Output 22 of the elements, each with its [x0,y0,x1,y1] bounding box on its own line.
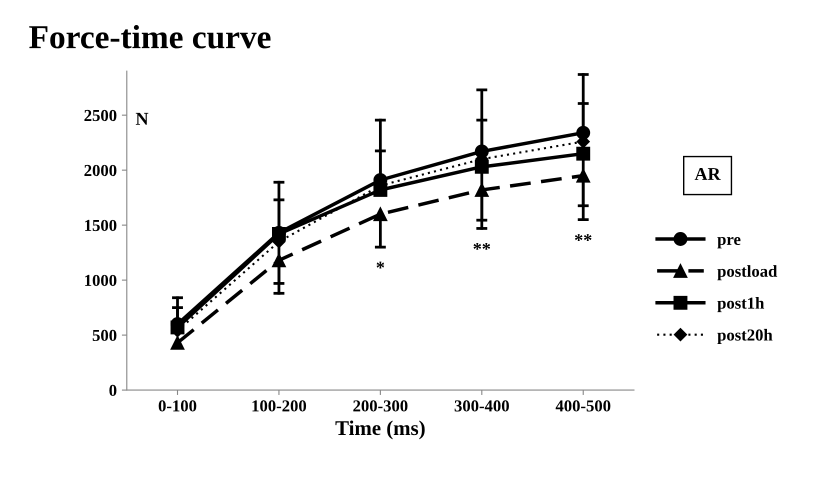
y-tick-label: 500 [92,330,116,342]
y-tick-label: 2000 [84,164,116,176]
legend-label: post20h [717,328,772,344]
x-tick-label: 300-400 [454,400,509,412]
legend-title: AR [694,168,721,180]
annotation: ** [474,242,490,250]
legend-label: post1h [717,297,764,312]
x-tick-label: 100-200 [252,400,306,412]
x-tick-label: 200-300 [353,400,408,412]
legend-label: pre [717,236,740,248]
y-tick-label: 1000 [85,274,116,286]
x-axis-title: Time (ms) [335,420,425,440]
chart-title: Force-time curve [29,24,271,49]
x-tick-label: 0-100 [158,400,196,412]
annotation: * [376,262,384,268]
x-tick-label: 400-500 [556,400,610,412]
annotation: ** [574,234,592,241]
y-tick-label: 0 [109,384,116,396]
y-tick-label: 2500 [84,110,116,122]
legend-label: postload [717,265,778,280]
y-axis-title: N [136,112,148,125]
y-tick-label: 1500 [85,220,116,232]
